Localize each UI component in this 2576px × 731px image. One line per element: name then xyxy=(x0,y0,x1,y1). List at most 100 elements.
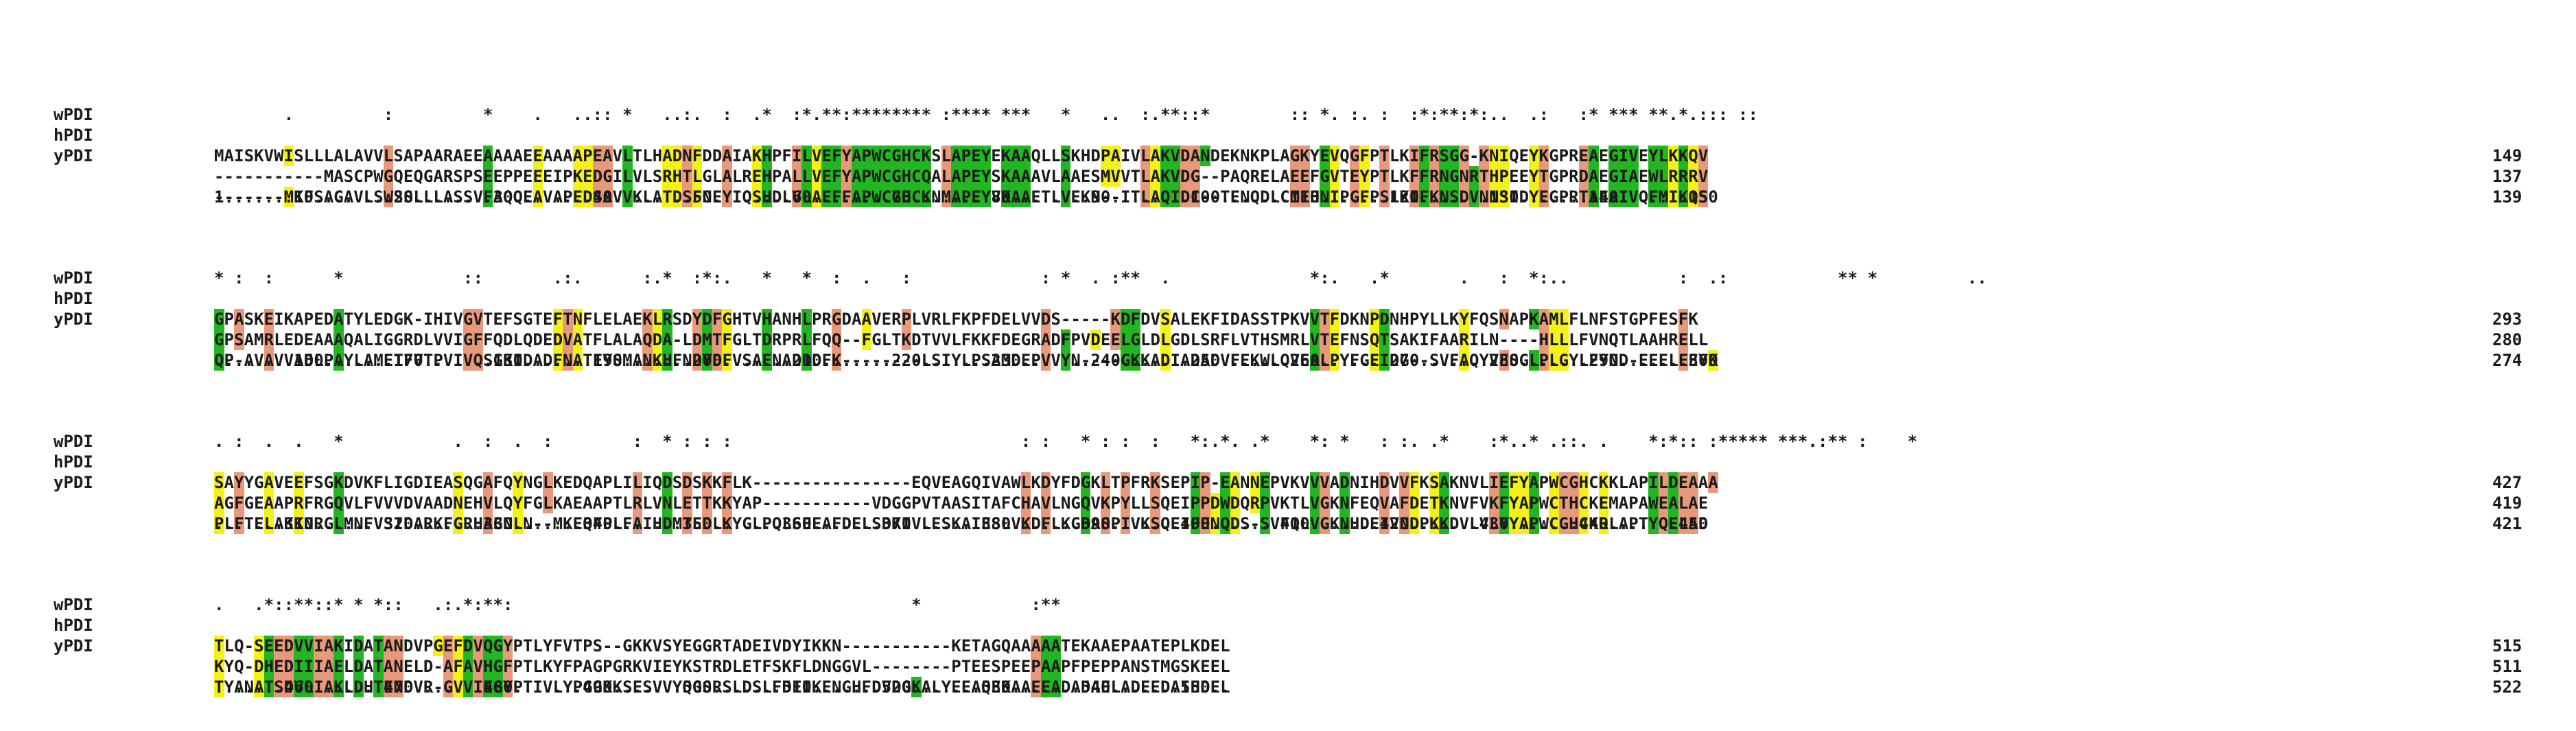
residue-cell: * xyxy=(482,595,493,614)
residue-cell: F xyxy=(951,310,961,329)
residue-cell xyxy=(1280,431,1290,452)
residue-cell: E xyxy=(1698,494,1709,513)
residue-cell: A xyxy=(592,494,603,513)
residue-cell: A xyxy=(771,310,782,329)
residue-cell: P xyxy=(1170,636,1180,655)
residue-cell: - xyxy=(234,187,244,207)
residue-cell: A xyxy=(482,513,493,534)
residue-cell: E xyxy=(1538,187,1549,207)
residue-cell xyxy=(931,594,941,615)
residue-cell xyxy=(1390,268,1400,288)
residue-cell: S xyxy=(1509,351,1519,370)
residue-cell: G xyxy=(323,514,334,533)
residue-cell xyxy=(493,268,503,288)
residue-cell xyxy=(1569,104,1579,125)
residue-cell xyxy=(1449,431,1460,452)
residue-cell: - xyxy=(1100,310,1111,329)
residue-cell: : xyxy=(1718,105,1729,124)
residue-cell: - xyxy=(871,657,882,676)
residue-cell: V xyxy=(652,494,663,513)
residue-cell: * xyxy=(1130,268,1140,288)
residue-cell: D xyxy=(413,330,423,349)
residue-cell xyxy=(1270,268,1280,288)
residue-cell: . xyxy=(971,187,981,207)
residue-cell: E xyxy=(1220,146,1230,165)
residue-cell: . xyxy=(443,677,454,697)
residue-cell: . xyxy=(1130,514,1140,533)
residue-cell xyxy=(314,268,324,288)
residue-cell: L xyxy=(1140,187,1151,207)
residue-cell xyxy=(433,268,443,288)
residue-cell: : xyxy=(702,432,712,451)
residue-cell: N xyxy=(771,351,782,370)
residue-cell: F xyxy=(493,473,503,492)
residue-cell: L xyxy=(1549,329,1559,350)
residue-cell xyxy=(274,268,284,288)
residue-cell: D xyxy=(1409,513,1420,534)
residue-cell: 1 xyxy=(493,351,503,370)
residue-cell xyxy=(991,431,1001,452)
residue-cell: A xyxy=(991,494,1001,513)
residue-cell: Q xyxy=(1658,513,1669,534)
residue-cell: * xyxy=(1011,105,1021,124)
residue-cell: D xyxy=(1698,514,1709,533)
residue-cell: I xyxy=(1509,187,1519,207)
residue-cell: . xyxy=(1240,187,1250,207)
residue-cell: . xyxy=(563,514,573,533)
residue-cell: . xyxy=(543,351,553,370)
residue-cell: - xyxy=(841,351,852,370)
residue-cell: L xyxy=(921,351,932,370)
residue-cell: P xyxy=(782,330,792,349)
residue-cell: L xyxy=(602,330,613,349)
residue-cell: A xyxy=(552,187,563,207)
residue-cell: M xyxy=(941,187,952,207)
residue-cell: A xyxy=(652,187,663,207)
residue-cell: 2 xyxy=(901,351,912,370)
residue-cell: S xyxy=(1359,330,1370,349)
residue-cell xyxy=(593,431,603,452)
sequence-end-position: 139 xyxy=(2492,187,2522,207)
residue-cell: P xyxy=(1070,330,1081,349)
residue-cell xyxy=(922,594,932,615)
residue-cell: K xyxy=(1000,187,1011,207)
residue-cell xyxy=(324,431,334,452)
residue-cell: I xyxy=(801,677,812,697)
residue-cell: F xyxy=(1130,473,1140,492)
residue-cell: G xyxy=(443,677,454,697)
residue-cell: 6 xyxy=(1300,351,1310,370)
residue-cell: 3 xyxy=(1489,514,1499,533)
residue-cell: P xyxy=(762,514,772,533)
residue-cell: 7 xyxy=(891,187,902,207)
residue-cell: . xyxy=(1240,351,1250,370)
residue-cell xyxy=(1011,268,1021,288)
residue-cell: V xyxy=(413,636,423,655)
residue-cell: 9 xyxy=(1598,351,1609,370)
residue-cell: I xyxy=(762,636,772,655)
residue-cell: Y xyxy=(1569,351,1579,370)
residue-cell: . xyxy=(1658,514,1669,533)
residue-cell xyxy=(752,268,762,288)
residue-cell: K xyxy=(1349,310,1360,329)
residue-cell: Q xyxy=(921,473,932,492)
residue-cell: C xyxy=(881,166,892,187)
residue-cell: A xyxy=(1040,636,1051,656)
residue-cell xyxy=(702,104,712,125)
residue-cell: K xyxy=(1668,146,1678,166)
residue-cell: D xyxy=(672,146,683,166)
residue-cell: D xyxy=(771,187,782,207)
residue-cell: 3 xyxy=(1499,187,1509,207)
residue-cell: I xyxy=(393,473,403,492)
residue-cell: T xyxy=(214,677,224,697)
residue-cell: L xyxy=(652,309,663,329)
residue-cell: F xyxy=(303,187,314,207)
residue-cell xyxy=(1449,268,1460,288)
residue-cell: * xyxy=(1379,268,1390,288)
residue-cell: I xyxy=(294,656,304,677)
residue-cell: D xyxy=(1449,514,1460,533)
residue-cell: E xyxy=(961,677,972,697)
residue-cell xyxy=(364,268,374,288)
residue-cell: . xyxy=(353,351,364,370)
residue-cell xyxy=(1220,268,1230,288)
